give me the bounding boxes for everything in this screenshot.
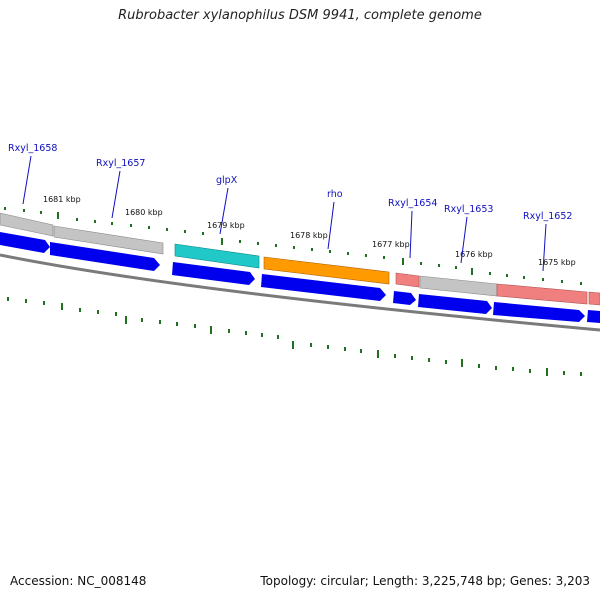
kbp-label: 1679 kbp bbox=[207, 221, 245, 230]
cds-arrows[interactable] bbox=[0, 232, 600, 323]
kbp-label: 1676 kbp bbox=[455, 250, 493, 259]
gene-feature-grey bbox=[419, 275, 498, 297]
kbp-label: 1677 kbp bbox=[372, 240, 410, 249]
kbp-label: 1680 kbp bbox=[125, 208, 163, 217]
gene-label: Rxyl_1653 bbox=[444, 204, 493, 215]
gene-feature-pink bbox=[395, 272, 420, 288]
kbp-label: 1678 kbp bbox=[290, 231, 328, 240]
kbp-label: 1681 kbp bbox=[43, 195, 81, 204]
gene-label: glpX bbox=[216, 175, 238, 186]
cds-arrow bbox=[393, 291, 416, 305]
gene-feature-pink bbox=[496, 283, 588, 305]
map-title: Rubrobacter xylanophilus DSM 9941, compl… bbox=[118, 8, 482, 23]
cds-arrow bbox=[261, 274, 386, 301]
outer-ticks bbox=[4, 207, 582, 285]
genome-backbone bbox=[0, 253, 600, 332]
genome-summary-text: Topology: circular; Length: 3,225,748 bp… bbox=[260, 574, 590, 588]
cds-arrow bbox=[0, 232, 50, 253]
gene-label: Rxyl_1657 bbox=[96, 158, 145, 169]
cds-arrow bbox=[418, 294, 492, 314]
gene-label: Rxyl_1658 bbox=[8, 143, 57, 154]
gene-feature-orange bbox=[263, 256, 390, 285]
kbp-labels: 1681 kbp 1680 kbp 1679 kbp 1678 kbp 1677… bbox=[43, 195, 576, 267]
gene-label: Rxyl_1652 bbox=[523, 211, 572, 222]
gene-label: rho bbox=[327, 189, 343, 200]
gene-features[interactable] bbox=[0, 212, 600, 306]
gene-labels: Rxyl_1658 Rxyl_1657 glpX rho Rxyl_1654 R… bbox=[8, 143, 572, 272]
cds-arrow bbox=[493, 302, 585, 322]
gene-feature-grey bbox=[0, 212, 54, 237]
gene-feature-pink bbox=[588, 291, 600, 306]
cds-arrow bbox=[587, 310, 600, 323]
cds-arrow bbox=[50, 242, 160, 271]
gene-feature-grey bbox=[53, 225, 164, 255]
accession-text: Accession: NC_008148 bbox=[10, 574, 147, 588]
inner-ticks bbox=[7, 297, 582, 376]
gene-feature-cyan bbox=[174, 243, 260, 269]
cds-arrow bbox=[172, 262, 255, 285]
gene-label: Rxyl_1654 bbox=[388, 198, 437, 209]
kbp-label: 1675 kbp bbox=[538, 258, 576, 267]
